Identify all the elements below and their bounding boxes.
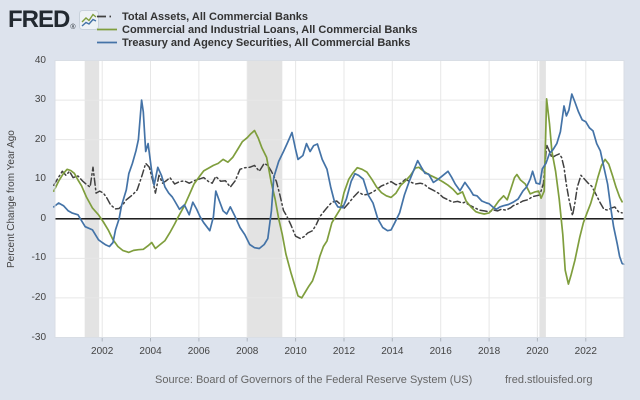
fred-logo[interactable]: FRED ®: [8, 8, 99, 32]
x-tick-label: 2018: [477, 346, 501, 357]
x-tick-label: 2002: [91, 346, 114, 357]
legend: Total Assets, All Commercial Banks Comme…: [96, 10, 417, 49]
y-tick-label: 0: [40, 212, 46, 224]
plot-border: [54, 60, 625, 338]
recession-band: [247, 60, 283, 338]
plot-background: [55, 60, 624, 338]
y-tick-label: 30: [34, 94, 46, 106]
y-tick-label: -30: [31, 331, 46, 343]
recession-band: [539, 60, 546, 338]
y-tick-label: 10: [34, 173, 46, 185]
fred-site-link[interactable]: fred.stlouisfed.org: [505, 374, 593, 386]
x-tick-label: 2016: [429, 346, 452, 357]
solid-line-icon: [97, 28, 117, 31]
y-tick-label: 40: [34, 54, 46, 66]
legend-label: Treasury and Agency Securities, All Comm…: [122, 36, 411, 49]
y-tick-label: -20: [31, 291, 46, 303]
recession-band: [84, 60, 100, 338]
x-tick-label: 2006: [187, 346, 210, 357]
x-tick-label: 2004: [139, 346, 162, 357]
x-tick-label: 2008: [236, 346, 259, 357]
source-attribution: Source: Board of Governors of the Federa…: [155, 374, 473, 386]
fred-logo-text: FRED: [8, 6, 70, 33]
series-line-1: [52, 98, 623, 299]
dash-dot-line-icon: [97, 15, 117, 18]
x-tick-label: 2020: [526, 346, 549, 357]
line-chart-icon: [78, 10, 99, 30]
legend-label: Total Assets, All Commercial Banks: [122, 10, 309, 23]
legend-item-ci-loans[interactable]: Commercial and Industrial Loans, All Com…: [96, 23, 417, 36]
x-tick-label: 2010: [284, 346, 307, 357]
registered-trademark-icon: ®: [70, 24, 76, 31]
legend-item-treasury-securities[interactable]: Treasury and Agency Securities, All Comm…: [96, 36, 417, 49]
series-line-2: [52, 93, 625, 266]
y-tick-label: 20: [34, 133, 46, 145]
legend-label: Commercial and Industrial Loans, All Com…: [122, 23, 418, 36]
x-tick-label: 2012: [332, 346, 356, 357]
legend-item-total-assets[interactable]: Total Assets, All Commercial Banks: [96, 10, 417, 23]
x-tick-label: 2014: [381, 346, 404, 357]
solid-line-icon: [97, 41, 117, 44]
y-tick-label: -10: [31, 252, 46, 264]
x-tick-label: 2022: [574, 346, 597, 357]
